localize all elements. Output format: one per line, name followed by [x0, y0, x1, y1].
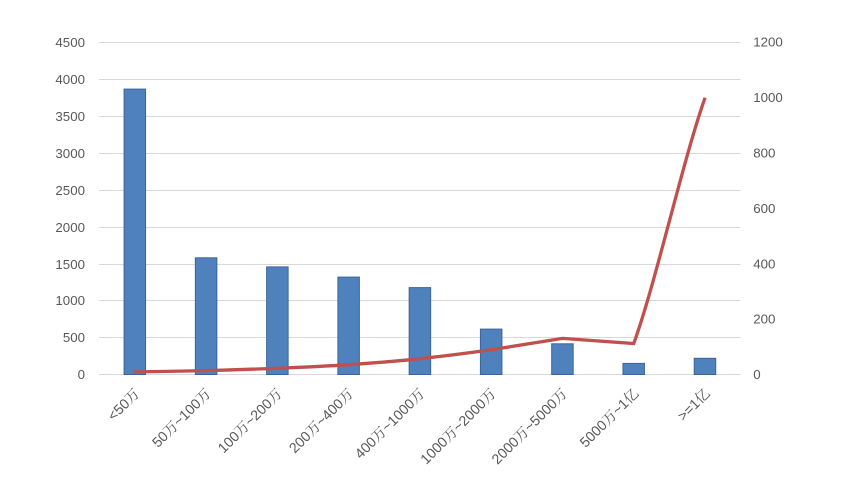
svg-text:0: 0	[753, 367, 760, 382]
svg-text:1000: 1000	[753, 90, 783, 105]
svg-text:0: 0	[78, 367, 85, 382]
svg-text:500: 500	[63, 330, 85, 345]
svg-text:1200: 1200	[753, 35, 783, 50]
svg-text:2000: 2000	[55, 220, 85, 235]
svg-text:2500: 2500	[55, 183, 85, 198]
svg-text:3000: 3000	[55, 146, 85, 161]
svg-text:1000: 1000	[55, 293, 85, 308]
svg-text:4500: 4500	[55, 35, 85, 50]
svg-text:1500: 1500	[55, 257, 85, 272]
svg-text:200: 200	[753, 312, 775, 327]
svg-text:800: 800	[753, 145, 775, 160]
svg-text:400: 400	[753, 256, 775, 271]
svg-text:600: 600	[753, 201, 775, 216]
svg-text:4000: 4000	[55, 72, 85, 87]
svg-text:3500: 3500	[55, 109, 85, 124]
